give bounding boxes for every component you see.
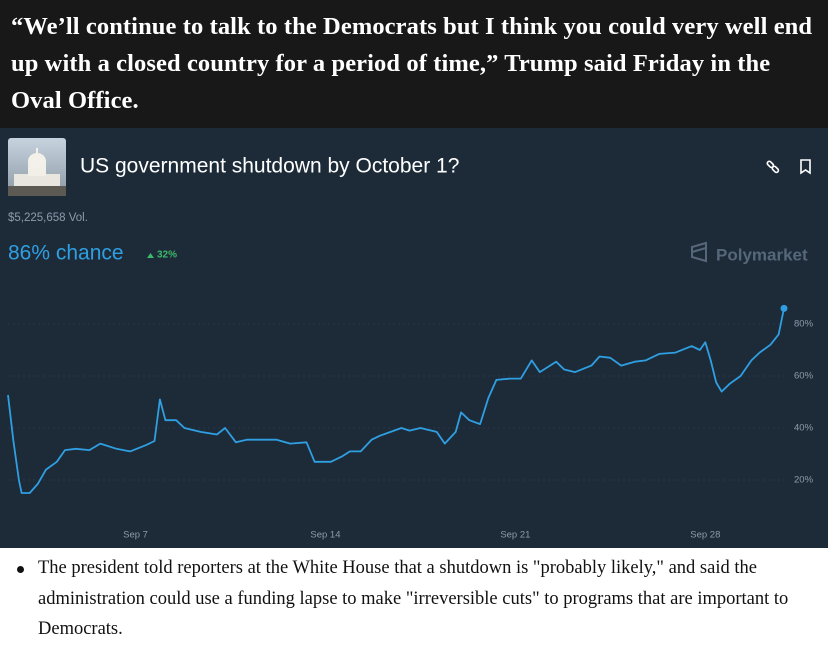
chance: 86% chance [8, 242, 124, 265]
y-tick-label: 60% [794, 371, 814, 382]
change: 32% [157, 250, 177, 261]
last-point [780, 304, 788, 312]
price-line [7, 308, 785, 494]
market-thumbnail [8, 138, 66, 196]
y-tick-label: 20% [794, 475, 814, 486]
article-body [0, 548, 828, 651]
bullet-dot [17, 566, 24, 573]
brand-name: Polymarket [716, 245, 808, 264]
quote-text: “We’ll continue to talk to the Democrats… [11, 13, 813, 114]
x-tick-label: Sep 7 [123, 530, 148, 541]
market-embed[interactable] [0, 128, 828, 548]
x-tick-label: Sep 21 [500, 530, 530, 541]
bullet-text: The president told reporters at the Whit… [38, 558, 789, 639]
link-icon[interactable] [766, 160, 780, 174]
bookmark-icon[interactable] [800, 159, 811, 175]
volume: $5,225,658 Vol. [8, 212, 88, 224]
quote-panel [0, 0, 828, 128]
x-tick-label: Sep 28 [690, 530, 720, 541]
y-tick-label: 40% [794, 423, 814, 434]
brand-logo [691, 241, 707, 263]
market-title[interactable]: US government shutdown by October 1? [80, 155, 459, 178]
y-tick-label: 80% [794, 319, 814, 330]
x-tick-label: Sep 14 [310, 530, 340, 541]
up-arrow [147, 253, 154, 258]
